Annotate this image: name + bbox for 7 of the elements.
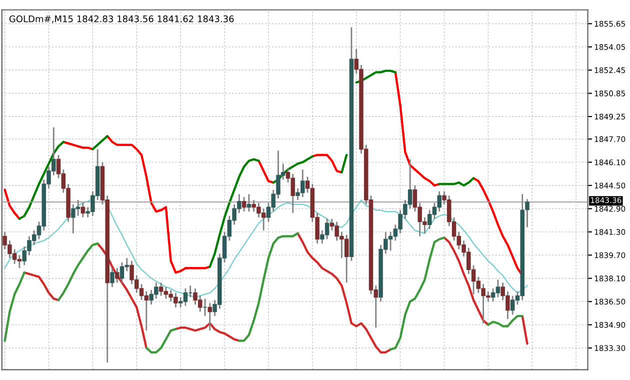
candlestick bbox=[208, 302, 212, 332]
text: GOLDm#,M15 1842.83 1843.56 1841.62 1843.36 bbox=[9, 15, 234, 24]
candlestick bbox=[110, 267, 114, 288]
candlestick bbox=[242, 196, 246, 212]
candlestick bbox=[246, 193, 252, 212]
candlestick bbox=[80, 202, 86, 218]
candlestick bbox=[114, 267, 120, 284]
